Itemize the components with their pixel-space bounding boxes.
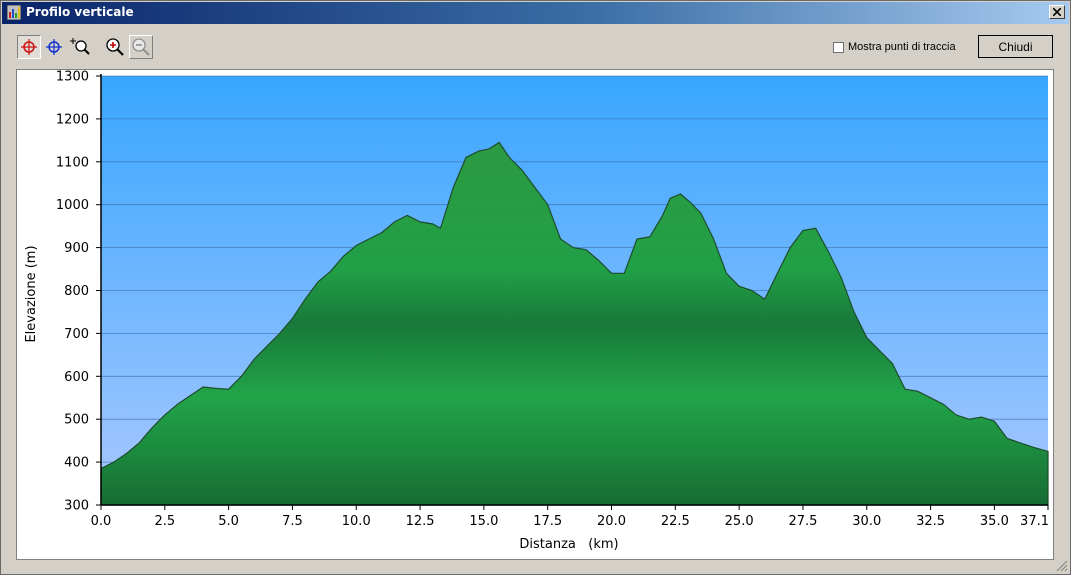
close-button[interactable]: Chiudi (978, 35, 1053, 58)
y-tick-label: 300 (64, 499, 89, 514)
x-tick-label: 25.0 (725, 514, 754, 529)
x-tick-label: 32.5 (916, 514, 945, 529)
x-tick-label: 15.0 (469, 514, 498, 529)
app-chart-icon (7, 5, 21, 20)
y-axis-ticks: 300 400 500 600 700 800 900 1000 1100 1200 1300 (56, 70, 101, 514)
crosshair-red-tool[interactable] (17, 35, 41, 59)
x-tick-label: 35.0 (980, 514, 1009, 529)
y-tick-label: 1000 (56, 198, 89, 213)
y-tick-label: 1200 (56, 112, 89, 127)
close-icon (1053, 8, 1061, 16)
show-track-points-option[interactable]: Mostra punti di traccia (833, 41, 956, 53)
y-tick-label: 1300 (56, 70, 89, 85)
elevation-chart-panel[interactable]: 300 400 500 600 700 800 900 1000 1100 1200 1300 0.… (16, 69, 1054, 560)
x-tick-label: 2.5 (154, 514, 175, 529)
y-tick-label: 500 (64, 413, 89, 428)
elevation-profile-chart[interactable]: 300 400 500 600 700 800 900 1000 1100 1200 1300 0.… (17, 70, 1053, 559)
x-tick-label: 37.1 (1020, 514, 1049, 529)
x-tick-label: 7.5 (282, 514, 303, 529)
zoom-in-tool[interactable] (103, 35, 127, 59)
x-tick-label: 12.5 (406, 514, 435, 529)
close-window-button[interactable] (1049, 5, 1065, 19)
resize-grip-icon[interactable] (1056, 560, 1068, 572)
title-bar[interactable]: Profilo verticale (2, 2, 1069, 24)
x-tick-label: 0.0 (91, 514, 112, 529)
x-tick-label: 17.5 (533, 514, 562, 529)
y-tick-label: 900 (64, 241, 89, 256)
window-title: Profilo verticale (26, 5, 134, 19)
y-tick-label: 600 (64, 370, 89, 385)
chart-axes (100, 74, 1048, 506)
show-track-points-checkbox[interactable] (833, 41, 844, 53)
y-tick-label: 400 (64, 456, 89, 471)
zoom-out-tool[interactable] (129, 35, 153, 59)
y-axis-label: Elevazione (m) (24, 245, 39, 342)
zoom-select-icon (70, 38, 90, 55)
x-axis-label: Distanza (km) (519, 537, 618, 552)
x-tick-label: 20.0 (597, 514, 626, 529)
y-tick-label: 800 (64, 284, 89, 299)
x-tick-label: 5.0 (218, 514, 239, 529)
toolbar (1, 25, 1070, 69)
x-tick-label: 22.5 (661, 514, 690, 529)
x-tick-label: 27.5 (788, 514, 817, 529)
elevation-area (100, 141, 1049, 506)
crosshair-blue-tool[interactable] (42, 35, 66, 59)
zoom-in-icon (106, 38, 124, 56)
x-tick-label: 30.0 (852, 514, 881, 529)
show-track-points-label: Mostra punti di traccia (848, 41, 956, 53)
y-tick-label: 1100 (56, 155, 89, 170)
x-axis-ticks: 0.0 2.5 5.0 7.5 10.0 12.5 15.0 17.5 20.0 22.5 25.0… (91, 505, 1049, 529)
crosshair-red-icon (21, 39, 37, 55)
x-tick-label: 10.0 (342, 514, 371, 529)
zoom-select-tool[interactable] (68, 35, 92, 59)
zoom-out-icon (132, 38, 150, 56)
y-tick-label: 700 (64, 327, 89, 342)
crosshair-blue-icon (46, 39, 62, 55)
